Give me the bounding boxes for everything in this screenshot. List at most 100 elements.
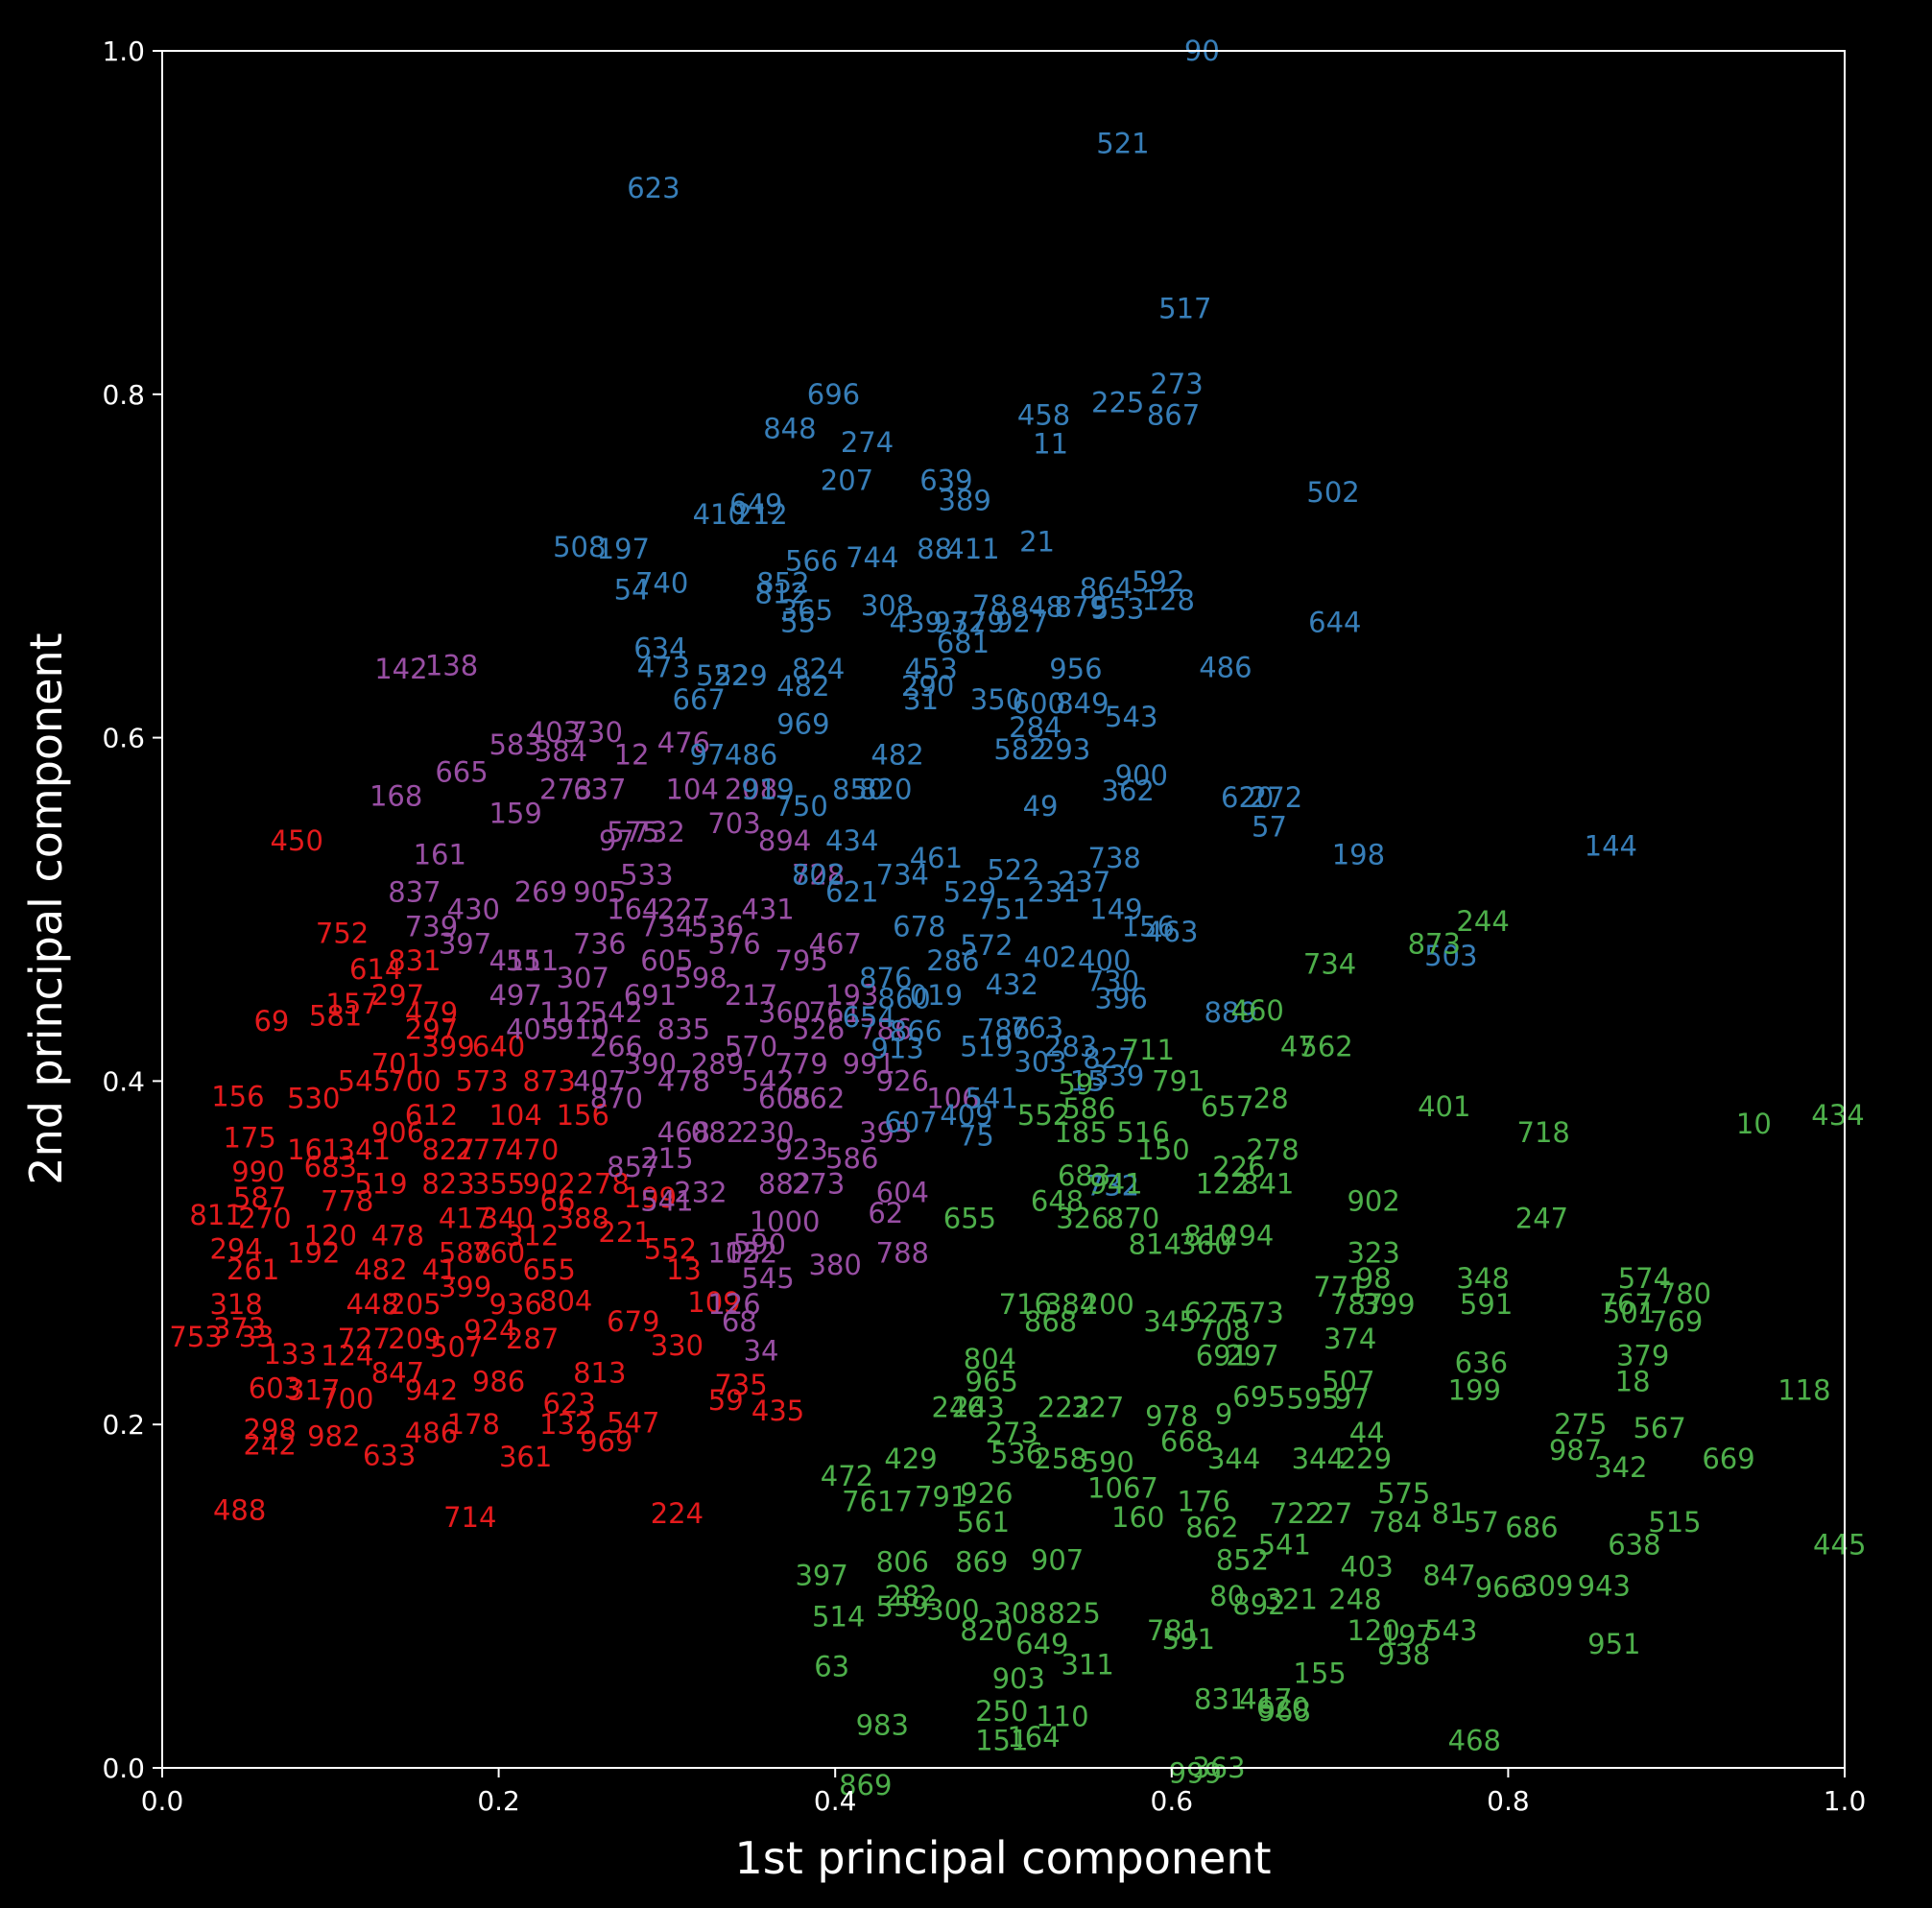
data-point-label: 752 [316,918,369,950]
data-point-label: 122 [725,1236,777,1269]
x-tick-label: 0.4 [814,1785,857,1817]
data-point-label: 396 [1095,983,1148,1015]
data-point-label: 502 [1306,476,1359,509]
data-point-label: 168 [370,779,422,812]
data-point-label: 445 [1813,1528,1866,1561]
data-point-label: 862 [792,1082,845,1114]
data-point-label: 870 [590,1082,643,1114]
data-point-label: 738 [1088,842,1141,874]
data-point-label: 482 [776,670,829,703]
data-point-label: 290 [901,670,954,703]
data-point-label: 208 [725,773,777,805]
data-point-label: 297 [405,1014,458,1046]
data-point-label: 266 [590,1031,643,1063]
data-point-label: 576 [707,927,760,960]
data-point-label: 542 [741,1064,794,1097]
data-point-label: 344 [1292,1443,1345,1475]
data-point-label: 873 [523,1064,576,1097]
data-point-label: 49 [1023,790,1059,823]
data-point-label: 780 [1658,1277,1711,1310]
data-point-label: 786 [859,1014,912,1046]
data-point-label: 590 [1082,1446,1134,1479]
data-point-label: 788 [876,1236,929,1269]
data-point-label: 405 [506,1014,559,1046]
data-point-label: 308 [993,1597,1046,1630]
data-point-label: 360 [1179,1228,1231,1260]
data-point-label: 222 [1038,1391,1090,1423]
data-point-label: 120 [1347,1614,1399,1647]
data-point-label: 198 [1332,838,1385,871]
data-point-label: 417 [439,1203,491,1235]
data-point-label: 205 [388,1288,441,1321]
data-point-label: 841 [1241,1168,1294,1201]
data-point-label: 507 [430,1331,483,1364]
data-point-label: 804 [964,1343,1016,1375]
x-tick-label: 1.0 [1824,1785,1867,1817]
data-point-label: 144 [1585,829,1637,862]
data-point-label: 835 [657,1014,710,1046]
data-point-label: 767 [1599,1288,1652,1321]
data-point-label: 468 [657,1116,710,1149]
data-point-label: 482 [354,1253,407,1286]
data-point-label: 345 [1143,1305,1196,1338]
data-point-label: 497 [489,979,541,1012]
data-point-label: 621 [825,876,878,909]
data-point-label: 164 [607,894,659,926]
data-point-label: 28 [1253,1082,1289,1114]
data-point-label: 586 [825,1142,878,1175]
data-point-label: 248 [1328,1584,1381,1616]
data-point-label: 574 [1618,1262,1671,1295]
data-point-label: 298 [244,1414,297,1446]
data-point-label: 561 [957,1506,1010,1538]
data-point-label: 714 [443,1501,496,1534]
data-point-label: 740 [635,567,688,600]
data-point-label: 486 [1199,651,1252,683]
data-point-label: 582 [993,733,1046,766]
data-point-label: 57 [1464,1506,1499,1538]
data-point-label: 242 [244,1429,297,1462]
data-point-label: 636 [1455,1347,1508,1379]
data-point-label: 308 [861,589,914,622]
data-point-label: 59 [1058,1068,1093,1101]
data-point-label: 607 [884,1106,937,1138]
data-point-label: 951 [1587,1628,1640,1660]
data-point-label: 435 [751,1395,804,1427]
data-point-label: 327 [1071,1391,1124,1423]
data-point-label: 969 [580,1425,632,1458]
data-point-label: 389 [939,485,991,517]
data-point-label: 541 [1258,1528,1311,1561]
x-tick-label: 0.2 [477,1785,520,1817]
data-point-label: 470 [506,1133,559,1166]
data-point-label: 448 [346,1288,398,1321]
data-point-label: 566 [785,544,838,577]
data-point-label: 902 [523,1168,576,1201]
data-point-label: 542 [590,996,643,1029]
data-point-label: 467 [809,927,862,960]
data-point-label: 892 [1232,1588,1285,1621]
data-point-label: 374 [1324,1323,1376,1355]
data-point-label: 678 [893,910,945,942]
data-point-label: 403 [1340,1551,1393,1584]
data-point-label: 515 [1648,1506,1701,1538]
data-point-label: 230 [741,1116,794,1149]
data-point-label: 54 [614,574,650,607]
data-point-label: 545 [741,1262,794,1295]
data-point-label: 303 [1014,1046,1066,1079]
data-point-label: 824 [792,653,845,685]
data-point-label: 924 [464,1314,516,1347]
data-point-label: 536 [691,910,744,942]
data-point-label: 999 [1169,1756,1222,1789]
data-point-label: 587 [233,1181,286,1214]
data-point-label: 156 [557,1099,609,1132]
data-point-label: 848 [1011,591,1063,624]
data-point-label: 695 [1232,1381,1285,1414]
data-point-label: 603 [249,1372,301,1405]
data-point-label: 326 [1056,1203,1109,1235]
data-point-label: 570 [725,1031,777,1063]
data-point-label: 407 [573,1064,626,1097]
data-point-label: 779 [775,1048,827,1081]
data-point-label: 311 [1061,1649,1113,1681]
data-point-label: 750 [775,790,827,823]
